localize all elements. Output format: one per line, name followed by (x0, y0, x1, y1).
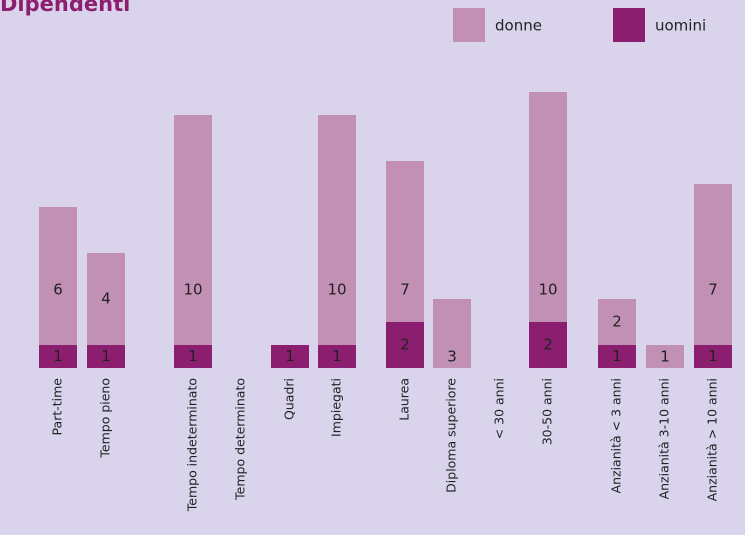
x-tick-label: Tempo determinato (233, 378, 248, 501)
value-label: 7 (708, 281, 718, 299)
value-label: 3 (447, 348, 457, 366)
bar-segment (174, 115, 212, 345)
bar-segment (39, 345, 77, 368)
value-label: 10 (183, 281, 202, 299)
legend-label: donne (495, 17, 542, 35)
bar-segment (694, 184, 732, 345)
bar-segment (598, 345, 636, 368)
x-tick-label: 30-50 anni (540, 378, 555, 445)
value-label: 2 (400, 336, 410, 354)
value-label: 1 (332, 347, 342, 365)
value-label: 1 (285, 347, 295, 365)
bar-segment (386, 161, 424, 322)
bar-segment (271, 345, 309, 368)
bar-segment (174, 345, 212, 368)
chart-title: Dipendenti (0, 0, 130, 16)
value-label: 1 (53, 347, 63, 365)
value-label: 2 (612, 313, 622, 331)
value-label: 10 (538, 281, 557, 299)
legend-swatch (613, 8, 645, 42)
value-label: 1 (612, 347, 622, 365)
x-tick-label: Part-time (50, 378, 65, 436)
x-tick-label: < 30 anni (492, 378, 507, 439)
value-label: 4 (101, 290, 111, 308)
value-label: 6 (53, 281, 63, 299)
x-tick-label: Laurea (397, 378, 412, 421)
value-label: 2 (543, 336, 553, 354)
bar-segment (386, 322, 424, 368)
x-tick-label: Tempo indeterminato (185, 378, 200, 512)
x-tick-label: Anzianità > 10 anni (705, 378, 720, 501)
x-tick-label: Tempo pieno (98, 378, 113, 459)
bar-segment (318, 345, 356, 368)
bar-segment (87, 345, 125, 368)
bar-segment (529, 92, 567, 322)
x-tick-label: Quadri (282, 378, 297, 420)
bar-segment (318, 115, 356, 345)
bar-segment (39, 207, 77, 345)
legend-swatch (453, 8, 485, 42)
value-label: 1 (660, 348, 670, 366)
x-tick-label: Impiegati (329, 378, 344, 437)
bar-segment (646, 345, 684, 368)
bar-segment (598, 299, 636, 345)
value-label: 1 (101, 347, 111, 365)
x-tick-label: Anzianità 3-10 anni (657, 378, 672, 499)
value-label: 1 (708, 347, 718, 365)
bar-segment (433, 299, 471, 368)
x-tick-label: Anzianità < 3 anni (609, 378, 624, 493)
value-label: 7 (400, 281, 410, 299)
bar-segment (87, 253, 125, 345)
bar-segment (529, 322, 567, 368)
x-tick-label: Diploma superiore (444, 378, 459, 493)
legend-label: uomini (655, 17, 706, 35)
bar-segment (694, 345, 732, 368)
value-label: 1 (188, 347, 198, 365)
value-label: 10 (327, 281, 346, 299)
